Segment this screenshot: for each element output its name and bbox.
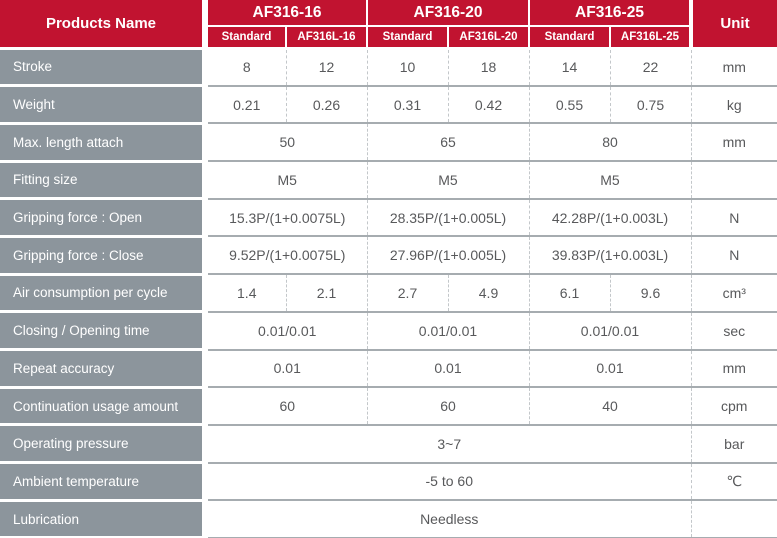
- header-row-groups: Products Name AF316-16 AF316-20 AF316-25…: [0, 0, 777, 50]
- unit-cell: N: [690, 198, 777, 238]
- group-header-af316-16: AF316-16: [204, 0, 367, 27]
- table-row-operating-pressure: Operating pressure 3~7 bar: [0, 424, 777, 465]
- value-cell: 18: [447, 48, 529, 87]
- unit-header: Unit: [689, 0, 777, 50]
- table-row-repeat-accuracy: Repeat accuracy 0.01 0.01 0.01 mm: [0, 349, 777, 389]
- table-row-stroke: Stroke 8 12 10 18 14 22 mm: [0, 48, 777, 88]
- value-cell: 50: [205, 123, 367, 163]
- value-cell: 80: [528, 123, 691, 163]
- value-cell: 27.96P/(1+0.005L): [366, 236, 529, 276]
- value-cell: 0.01/0.01: [528, 311, 691, 351]
- value-cell: 0.31: [366, 85, 448, 125]
- subcolumn-header: AF316L-25: [609, 26, 691, 50]
- row-label: Stroke: [0, 48, 208, 88]
- row-label: Repeat accuracy: [0, 349, 208, 389]
- row-label: Weight: [0, 85, 208, 125]
- unit-cell: [690, 161, 777, 200]
- value-cell: 0.42: [447, 85, 529, 125]
- value-cell: 60: [205, 387, 367, 426]
- unit-cell: [690, 500, 777, 538]
- row-label: Ambient temperature: [0, 462, 208, 502]
- products-name-header: Products Name: [0, 0, 208, 50]
- value-cell: 0.01/0.01: [366, 311, 529, 351]
- value-cell: 0.55: [528, 85, 610, 125]
- value-cell: 22: [609, 48, 691, 87]
- value-cell: M5: [528, 161, 691, 200]
- value-cell: 9.52P/(1+0.0075L): [205, 236, 367, 276]
- subcolumn-header: Standard: [366, 26, 448, 50]
- table-row-lubrication: Lubrication Needless: [0, 500, 777, 538]
- row-label: Air consumption per cycle: [0, 274, 208, 314]
- unit-cell: bar: [690, 424, 777, 464]
- table-row-continuation-usage: Continuation usage amount 60 60 40 cpm: [0, 387, 777, 427]
- value-cell: 60: [366, 387, 529, 426]
- value-cell: 0.01: [205, 349, 367, 389]
- value-cell: M5: [366, 161, 529, 200]
- table-row-gripping-force-close: Gripping force : Close 9.52P/(1+0.0075L)…: [0, 236, 777, 276]
- row-label: Max. length attach: [0, 123, 208, 163]
- table-row-weight: Weight 0.21 0.26 0.31 0.42 0.55 0.75 kg: [0, 85, 777, 125]
- value-cell: 0.01/0.01: [205, 311, 367, 351]
- value-cell: 12: [285, 48, 367, 87]
- value-cell: 1.4: [205, 274, 286, 313]
- value-cell: 65: [366, 123, 529, 163]
- unit-cell: kg: [690, 85, 777, 125]
- table-row-ambient-temperature: Ambient temperature -5 to 60 ℃: [0, 462, 777, 502]
- row-label: Operating pressure: [0, 424, 208, 465]
- value-cell: 0.26: [285, 85, 367, 125]
- value-cell: 15.3P/(1+0.0075L): [205, 198, 367, 238]
- header-row-subcolumns: Standard AF316L-16 Standard AF316L-20 St…: [0, 26, 777, 50]
- subcolumn-header: AF316L-20: [447, 26, 529, 50]
- value-cell: 28.35P/(1+0.005L): [366, 198, 529, 238]
- value-cell: M5: [205, 161, 367, 200]
- table-row-max-length-attach: Max. length attach 50 65 80 mm: [0, 123, 777, 163]
- value-cell: 10: [366, 48, 448, 87]
- unit-cell: N: [690, 236, 777, 276]
- value-cell: 9.6: [609, 274, 691, 313]
- unit-cell: ℃: [690, 462, 777, 502]
- row-label: Gripping force : Open: [0, 198, 208, 238]
- value-cell: 42.28P/(1+0.003L): [528, 198, 691, 238]
- value-cell: 6.1: [528, 274, 610, 313]
- group-header-af316-25: AF316-25: [528, 0, 691, 27]
- row-label: Closing / Opening time: [0, 311, 208, 351]
- subcolumn-header: Standard: [204, 26, 286, 50]
- subcolumn-header: AF316L-16: [285, 26, 367, 50]
- row-label: Continuation usage amount: [0, 387, 208, 427]
- row-label: Gripping force : Close: [0, 236, 208, 276]
- group-header-af316-20: AF316-20: [366, 0, 529, 27]
- value-cell: 39.83P/(1+0.003L): [528, 236, 691, 276]
- value-cell: 40: [528, 387, 691, 426]
- unit-cell: mm: [690, 349, 777, 389]
- unit-cell: mm: [690, 123, 777, 163]
- value-cell: 0.21: [205, 85, 286, 125]
- value-cell: 2.1: [285, 274, 367, 313]
- table-row-closing-opening-time: Closing / Opening time 0.01/0.01 0.01/0.…: [0, 311, 777, 351]
- value-cell: 2.7: [366, 274, 448, 313]
- value-cell: 0.75: [609, 85, 691, 125]
- unit-cell: cpm: [690, 387, 777, 426]
- unit-cell: sec: [690, 311, 777, 351]
- row-label: Lubrication: [0, 500, 208, 538]
- unit-cell: mm: [690, 48, 777, 87]
- value-cell: 14: [528, 48, 610, 87]
- value-cell: Needless: [205, 500, 691, 538]
- table-row-gripping-force-open: Gripping force : Open 15.3P/(1+0.0075L) …: [0, 198, 777, 238]
- value-cell: 8: [205, 48, 286, 87]
- value-cell: 4.9: [447, 274, 529, 313]
- value-cell: 3~7: [205, 424, 691, 464]
- subcolumn-header: Standard: [528, 26, 610, 50]
- value-cell: -5 to 60: [205, 462, 691, 502]
- table-row-air-consumption: Air consumption per cycle 1.4 2.1 2.7 4.…: [0, 274, 777, 314]
- unit-cell: cm³: [690, 274, 777, 313]
- value-cell: 0.01: [366, 349, 529, 389]
- row-label: Fitting size: [0, 161, 208, 201]
- table-row-fitting-size: Fitting size M5 M5 M5: [0, 161, 777, 201]
- value-cell: 0.01: [528, 349, 691, 389]
